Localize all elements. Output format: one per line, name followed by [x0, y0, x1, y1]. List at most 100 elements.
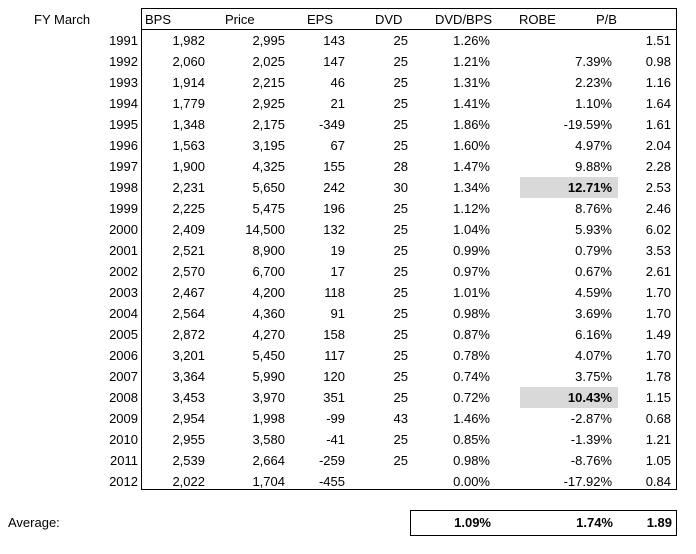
cell-year[interactable]: 2004 [109, 306, 138, 321]
cell-dvd[interactable]: 25 [393, 117, 408, 132]
cell-dvd-bps[interactable]: 0.85% [453, 432, 490, 447]
cell-robe[interactable]: 4.59% [575, 285, 612, 300]
cell-price[interactable]: 4,325 [252, 159, 285, 174]
cell-year[interactable]: 1996 [109, 138, 138, 153]
cell-dvd[interactable]: 43 [393, 411, 408, 426]
cell-dvd[interactable]: 25 [393, 54, 408, 69]
cell-pb[interactable]: 2.53 [645, 180, 671, 195]
cell-robe[interactable]: -17.92% [563, 474, 612, 489]
cell-dvd[interactable]: 25 [393, 390, 408, 405]
cell-year[interactable]: 2010 [109, 432, 138, 447]
cell-pb[interactable]: 1.16 [645, 75, 671, 90]
cell-pb[interactable]: 1.78 [645, 369, 671, 384]
cell-dvd[interactable]: 25 [393, 369, 408, 384]
cell-bps[interactable]: 2,872 [172, 327, 205, 342]
cell-price[interactable]: 3,580 [252, 432, 285, 447]
cell-pb[interactable]: 1.15 [645, 390, 671, 405]
cell-robe[interactable]: 0.79% [575, 243, 612, 258]
cell-bps[interactable]: 1,914 [172, 75, 205, 90]
cell-year[interactable]: 2005 [109, 327, 138, 342]
cell-price[interactable]: 4,360 [252, 306, 285, 321]
cell-eps[interactable]: 120 [323, 369, 345, 384]
cell-dvd[interactable]: 28 [393, 159, 408, 174]
cell-year[interactable]: 1998 [109, 180, 138, 195]
cell-robe[interactable]: 4.97% [575, 138, 612, 153]
cell-eps[interactable]: 196 [323, 201, 345, 216]
cell-bps[interactable]: 1,348 [172, 117, 205, 132]
cell-dvd[interactable] [346, 471, 408, 492]
cell-pb[interactable]: 1.64 [645, 96, 671, 111]
cell-pb[interactable]: 1.51 [645, 33, 671, 48]
cell-eps[interactable]: 132 [323, 222, 345, 237]
cell-dvd[interactable]: 25 [393, 75, 408, 90]
cell-robe[interactable]: 3.69% [575, 306, 612, 321]
cell-dvd-bps[interactable]: 1.01% [453, 285, 490, 300]
cell-year[interactable]: 2011 [110, 453, 138, 468]
cell-robe[interactable]: 8.76% [575, 201, 612, 216]
cell-year[interactable]: 1991 [109, 33, 138, 48]
cell-price[interactable]: 5,475 [252, 201, 285, 216]
cell-dvd[interactable]: 25 [393, 201, 408, 216]
cell-pb[interactable]: 1.49 [645, 327, 671, 342]
cell-dvd-bps[interactable]: 0.98% [453, 306, 490, 321]
cell-price[interactable]: 2,664 [252, 453, 285, 468]
cell-dvd-bps[interactable]: 1.12% [453, 201, 490, 216]
cell-eps[interactable]: 91 [330, 306, 345, 321]
cell-dvd[interactable]: 25 [393, 453, 408, 468]
cell-bps[interactable]: 1,779 [172, 96, 205, 111]
cell-eps[interactable]: 155 [323, 159, 345, 174]
cell-bps[interactable]: 3,364 [172, 369, 205, 384]
cell-eps[interactable]: 21 [330, 96, 345, 111]
cell-bps[interactable]: 1,982 [172, 33, 205, 48]
cell-bps[interactable]: 2,467 [172, 285, 205, 300]
cell-price[interactable]: 2,025 [252, 54, 285, 69]
cell-dvd[interactable]: 25 [393, 432, 408, 447]
cell-robe[interactable]: 2.23% [575, 75, 612, 90]
cell-dvd[interactable]: 25 [393, 264, 408, 279]
cell-pb[interactable]: 0.98 [645, 54, 671, 69]
cell-robe[interactable]: 5.93% [575, 222, 612, 237]
cell-year[interactable]: 2001 [109, 243, 138, 258]
cell-bps[interactable]: 2,060 [172, 54, 205, 69]
cell-dvd-bps[interactable]: 1.41% [453, 96, 490, 111]
cell-eps[interactable]: 242 [323, 180, 345, 195]
cell-robe[interactable]: 1.10% [575, 96, 612, 111]
cell-year[interactable]: 1994 [109, 96, 138, 111]
cell-year[interactable]: 1992 [109, 54, 138, 69]
cell-dvd-bps[interactable]: 1.04% [453, 222, 490, 237]
cell-eps[interactable]: 118 [324, 285, 345, 300]
cell-eps[interactable]: 351 [323, 390, 345, 405]
cell-eps[interactable]: -99 [326, 411, 345, 426]
cell-dvd-bps[interactable]: 0.98% [453, 453, 490, 468]
cell-bps[interactable]: 2,570 [172, 264, 205, 279]
cell-pb[interactable]: 1.05 [645, 453, 671, 468]
cell-eps[interactable]: 67 [330, 138, 345, 153]
cell-pb[interactable]: 0.84 [645, 474, 671, 489]
cell-pb[interactable]: 1.70 [645, 306, 671, 321]
cell-year[interactable]: 2006 [109, 348, 138, 363]
cell-bps[interactable]: 2,409 [172, 222, 205, 237]
cell-dvd-bps[interactable]: 0.87% [453, 327, 490, 342]
cell-price[interactable]: 3,970 [252, 390, 285, 405]
cell-price[interactable]: 5,450 [252, 348, 285, 363]
cell-bps[interactable]: 2,022 [172, 474, 205, 489]
cell-eps[interactable]: 158 [323, 327, 345, 342]
cell-price[interactable]: 6,700 [252, 264, 285, 279]
cell-dvd-bps[interactable]: 1.31% [453, 75, 490, 90]
cell-eps[interactable]: -259 [318, 453, 345, 468]
cell-bps[interactable]: 2,231 [172, 180, 205, 195]
cell-bps[interactable]: 2,521 [172, 243, 205, 258]
cell-pb[interactable]: 3.53 [645, 243, 671, 258]
cell-price[interactable]: 1,998 [252, 411, 285, 426]
cell-bps[interactable]: 2,954 [172, 411, 205, 426]
cell-robe[interactable] [520, 30, 618, 51]
cell-price[interactable]: 8,900 [252, 243, 285, 258]
cell-price[interactable]: 2,175 [252, 117, 285, 132]
cell-robe[interactable]: -19.59% [563, 117, 612, 132]
cell-pb[interactable]: 1.70 [645, 285, 671, 300]
cell-eps[interactable]: -41 [326, 432, 345, 447]
cell-dvd-bps[interactable]: 0.78% [453, 348, 490, 363]
cell-robe[interactable]: 9.88% [575, 159, 612, 174]
cell-eps[interactable]: 143 [323, 33, 345, 48]
cell-year[interactable]: 1995 [109, 117, 138, 132]
